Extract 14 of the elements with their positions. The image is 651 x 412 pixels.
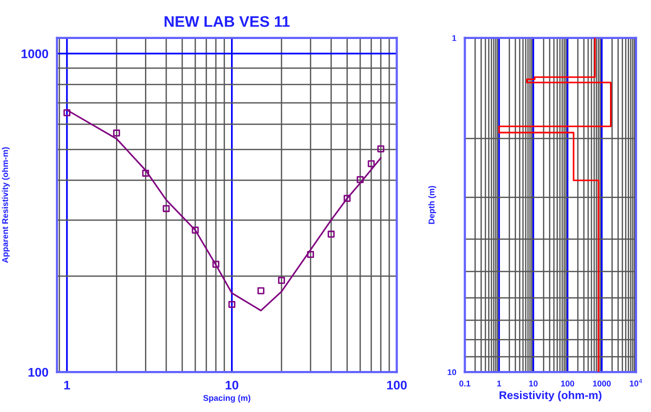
y-axis-title: Apparent Resistivity (ohm-m) bbox=[2, 147, 10, 263]
x-tick-label: 10$^{4}$ bbox=[630, 378, 642, 386]
chart-title: NEW LAB VES 11 bbox=[164, 16, 290, 27]
x-tick-label: 100 bbox=[387, 380, 407, 390]
x-tick-label: 1000 bbox=[593, 380, 611, 386]
x-tick-label: 10 bbox=[226, 380, 238, 390]
x-tick-label: 1 bbox=[497, 380, 502, 386]
x-tick-label: 100 bbox=[561, 380, 574, 386]
x-axis-title: Spacing (m) bbox=[203, 394, 250, 403]
x-tick-label: 1 bbox=[64, 380, 70, 390]
y-axis-title: Depth (m) bbox=[428, 186, 436, 224]
x-tick-label: 0.1 bbox=[459, 380, 470, 386]
x-tick-label: 10 bbox=[529, 380, 538, 386]
x-axis-title: Resistivity (ohm-m) bbox=[500, 390, 602, 402]
